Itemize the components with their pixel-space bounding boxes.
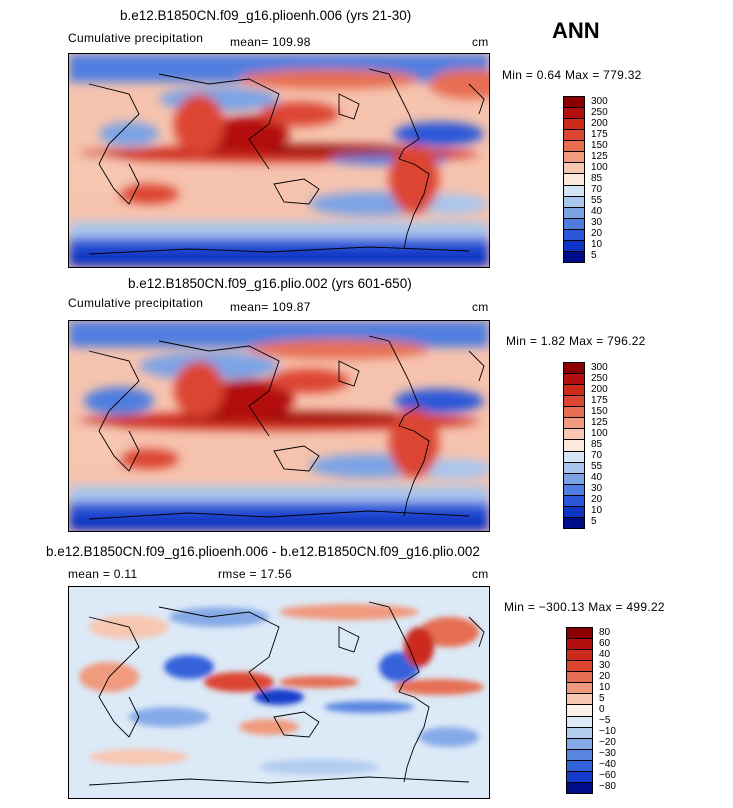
- colorbar-tick-label: −20: [599, 737, 616, 749]
- colorbar-tick-label: 100: [591, 427, 608, 439]
- colorbar-tick-label: −30: [599, 748, 616, 760]
- season-label: ANN: [552, 18, 600, 43]
- colorbar-tick-label: 0: [599, 704, 605, 715]
- panel-3-map: [68, 586, 490, 799]
- colorbar-tick-label: 175: [591, 128, 608, 140]
- colorbar-tick-label: 250: [591, 372, 608, 384]
- panel-2-title: b.e12.B1850CN.f09_g16.plio.002 (yrs 601-…: [128, 276, 412, 291]
- colorbar-tick-label: 250: [591, 106, 608, 118]
- colorbar-tick-label: 40: [591, 472, 603, 484]
- colorbar-tick-label: 20: [599, 670, 611, 682]
- colorbar-tick-label: 55: [591, 461, 603, 473]
- panel-1-map-field: [69, 54, 489, 267]
- colorbar-tick-label: 20: [591, 228, 603, 240]
- panel-3-map-field: [69, 587, 489, 798]
- panel-1-map: [68, 53, 490, 268]
- panel-2-map-field: [69, 321, 489, 531]
- colorbar-swatch: [566, 781, 593, 794]
- colorbar-tick-label: 150: [591, 139, 608, 151]
- colorbar-swatch: [563, 250, 585, 263]
- colorbar-tick-label: 5: [591, 516, 597, 528]
- colorbar-tick-label: 60: [599, 637, 611, 649]
- panel-3-units: cm: [472, 567, 489, 581]
- colorbar-tick-label: 30: [599, 659, 611, 671]
- colorbar-tick-label: 85: [591, 439, 603, 450]
- panel-2-units: cm: [472, 300, 489, 314]
- colorbar-tick-label: 70: [591, 184, 603, 196]
- panel-2-minmax: Min = 1.82 Max = 796.22: [506, 334, 646, 348]
- colorbar-tick-label: 125: [591, 416, 608, 428]
- colorbar-tick-label: 10: [599, 681, 611, 693]
- panel-1-colorbar: 300 250 200 175 150 125 100 85 70 55 40 30 20 10 5: [563, 96, 608, 263]
- panel-2-map: [68, 320, 490, 532]
- colorbar-tick-label: 150: [591, 405, 608, 417]
- panel-1-units: cm: [472, 35, 489, 49]
- panel-3-minmax: Min = −300.13 Max = 499.22: [504, 600, 665, 614]
- colorbar-tick-label: 55: [591, 195, 603, 207]
- colorbar-tick-label: 200: [591, 117, 608, 129]
- colorbar-tick-label: −10: [599, 726, 616, 738]
- panel-2-mean: mean= 109.87: [230, 300, 311, 314]
- colorbar-tick-label: −40: [599, 759, 616, 771]
- colorbar-tick-label: 70: [591, 450, 603, 462]
- colorbar-tick-label: 10: [591, 239, 603, 251]
- colorbar-tick-label: 80: [599, 626, 611, 638]
- colorbar-tick-label: 30: [591, 483, 603, 495]
- colorbar-tick-label: 100: [591, 161, 608, 173]
- colorbar-swatch: [563, 516, 585, 529]
- colorbar-tick-label: 5: [599, 692, 605, 704]
- panel-3-title: b.e12.B1850CN.f09_g16.plioenh.006 - b.e1…: [46, 544, 480, 559]
- colorbar-tick-label: −60: [599, 770, 616, 782]
- colorbar-tick-label: 20: [591, 494, 603, 506]
- colorbar-tick-label: 40: [591, 206, 603, 218]
- panel-1-mean: mean= 109.98: [230, 35, 311, 49]
- colorbar-tick-label: 175: [591, 394, 608, 406]
- panel-2-subtitle: Cumulative precipitation: [68, 296, 204, 310]
- panel-1-subtitle: Cumulative precipitation: [68, 31, 204, 45]
- colorbar-tick-label: −80: [599, 781, 616, 793]
- colorbar-tick-label: −5: [599, 715, 611, 727]
- panel-2-colorbar: 300 250 200 175 150 125 100 85 70 55 40 30 20 10 5: [563, 362, 608, 529]
- colorbar-tick-label: 85: [591, 173, 603, 184]
- panel-3-colorbar: 80 60 40 30 20 10 5 0 −5 −10 −20 −30 −40 −60 −80: [566, 627, 616, 794]
- panel-1-minmax: Min = 0.64 Max = 779.32: [502, 68, 642, 82]
- colorbar-tick-label: 30: [591, 217, 603, 229]
- colorbar-tick-label: 40: [599, 648, 611, 660]
- colorbar-tick-label: 300: [591, 361, 608, 373]
- colorbar-tick-label: 125: [591, 150, 608, 162]
- panel-3-mean: mean = 0.11: [68, 567, 138, 581]
- colorbar-tick-label: 5: [591, 250, 597, 262]
- colorbar-tick-label: 300: [591, 95, 608, 107]
- colorbar-tick-label: 10: [591, 505, 603, 517]
- panel-1-title: b.e12.B1850CN.f09_g16.plioenh.006 (yrs 2…: [120, 8, 412, 23]
- colorbar-tick-label: 200: [591, 383, 608, 395]
- panel-3-rmse: rmse = 17.56: [218, 567, 292, 581]
